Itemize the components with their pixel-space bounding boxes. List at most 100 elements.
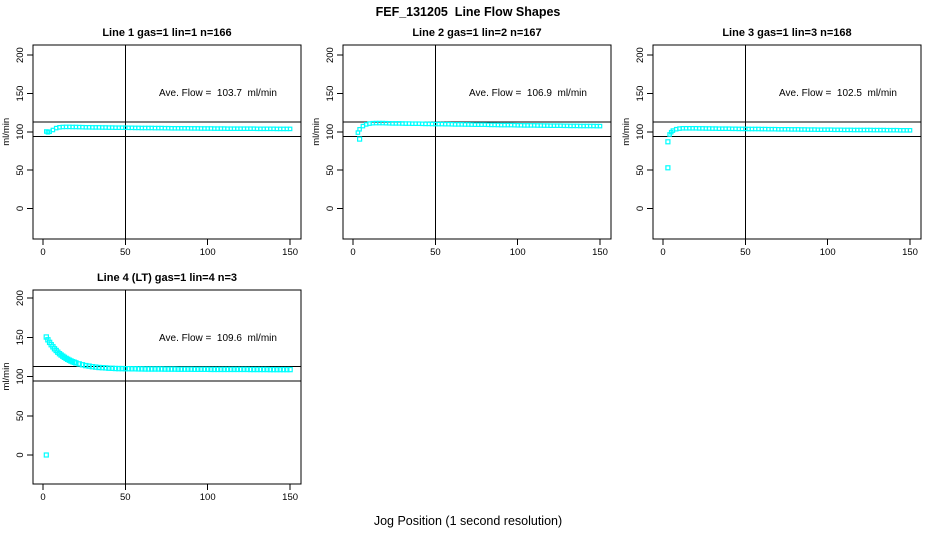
y-tick-label: 100 — [325, 124, 336, 140]
y-tick-label: 200 — [15, 47, 26, 63]
data-point — [96, 364, 102, 371]
data-point — [178, 366, 184, 372]
data-point — [122, 366, 128, 372]
data-point — [261, 366, 267, 373]
data-point — [251, 366, 257, 373]
data-point — [116, 365, 122, 372]
plot-box — [32, 289, 302, 485]
data-points — [43, 124, 293, 135]
data-point — [119, 365, 125, 372]
panel-2-plot: 0 50 100 150 200 0 50 100 150 ml/min — [311, 44, 612, 258]
y-tick-label: 150 — [325, 86, 336, 102]
panel-4-plot: 0 50 100 150 200 0 50 100 150 ml/min — [1, 289, 302, 503]
y-tick-label: 200 — [325, 47, 336, 63]
y-axis-unit-label: ml/min — [1, 363, 12, 391]
panel-2-title: Line 2 gas=1 lin=2 n=167 — [412, 27, 542, 39]
data-point — [139, 366, 145, 372]
x-tick-label: 100 — [200, 247, 216, 258]
data-point — [221, 366, 227, 373]
data-point — [267, 366, 274, 373]
x-tick-label: 100 — [820, 247, 836, 258]
x-tick-label: 0 — [40, 247, 45, 258]
data-point — [241, 366, 247, 373]
x-tick-label: 50 — [120, 247, 131, 258]
data-point — [257, 366, 264, 373]
data-point — [195, 366, 201, 373]
data-point — [280, 366, 287, 373]
panel-3-ave-flow-annotation: Ave. Flow = 102.5 ml/min — [779, 88, 897, 99]
x-tick-label: 150 — [902, 247, 918, 258]
plot-box — [342, 44, 612, 240]
data-point — [214, 366, 221, 373]
data-point — [168, 366, 175, 372]
panel-1-ave-flow-annotation: Ave. Flow = 103.7 ml/min — [159, 88, 277, 99]
panel-4-ave-flow-annotation: Ave. Flow = 109.6 ml/min — [159, 333, 277, 344]
data-point — [224, 366, 231, 373]
y-tick-label: 50 — [325, 165, 336, 176]
data-point — [112, 365, 119, 372]
y-tick-label: 0 — [325, 206, 336, 211]
data-point — [205, 366, 211, 373]
data-point — [109, 365, 115, 372]
data-points — [43, 334, 293, 458]
x-axis-label: Jog Position (1 second resolution) — [373, 514, 563, 528]
data-point — [152, 366, 158, 372]
data-point — [83, 362, 89, 369]
x-tick-label: 0 — [40, 492, 45, 503]
figure-title: FEF_131205 Line Flow Shapes — [375, 5, 561, 19]
y-tick-label: 150 — [15, 86, 26, 102]
data-point — [132, 366, 138, 372]
data-point — [142, 366, 148, 372]
data-point — [247, 366, 254, 373]
data-point — [597, 123, 603, 129]
data-point — [287, 126, 293, 132]
y-tick-label: 0 — [15, 206, 26, 211]
data-point — [175, 366, 181, 372]
outlier-point — [357, 136, 363, 142]
x-tick-label: 0 — [350, 247, 355, 258]
data-points — [665, 125, 913, 171]
data-point — [86, 363, 92, 369]
y-tick-label: 150 — [635, 86, 646, 102]
x-tick-label: 50 — [120, 492, 131, 503]
data-point — [254, 366, 260, 373]
outlier-point — [43, 452, 49, 458]
data-point — [158, 366, 165, 372]
y-tick-label: 50 — [635, 165, 646, 176]
data-point — [145, 366, 152, 372]
y-tick-label: 50 — [15, 411, 26, 422]
data-point — [165, 366, 171, 372]
data-point — [237, 366, 244, 373]
data-point — [270, 366, 277, 373]
panel-3-plot: 0 50 100 150 200 0 50 100 150 ml/min — [621, 44, 922, 258]
plot-box — [652, 44, 922, 240]
data-point — [284, 366, 290, 373]
x-tick-label: 100 — [200, 492, 216, 503]
data-point — [231, 366, 237, 373]
data-point — [198, 366, 204, 373]
data-point — [99, 365, 105, 371]
data-point — [188, 366, 194, 372]
data-point — [125, 366, 132, 372]
y-axis-unit-label: ml/min — [311, 118, 322, 146]
data-point — [89, 364, 96, 370]
x-tick-label: 50 — [740, 247, 751, 258]
x-tick-label: 150 — [282, 247, 298, 258]
plot-box — [32, 44, 302, 240]
data-point — [277, 366, 283, 373]
data-point — [172, 366, 178, 372]
data-point — [181, 366, 188, 372]
panel-1-plot: 0 50 100 150 200 0 50 100 150 ml/min — [1, 44, 302, 258]
data-point — [92, 364, 99, 370]
data-point — [234, 366, 240, 373]
data-point — [244, 366, 250, 373]
data-point — [191, 366, 198, 373]
x-tick-label: 150 — [282, 492, 298, 503]
y-tick-label: 100 — [15, 124, 26, 140]
data-point — [208, 366, 214, 373]
data-point — [79, 362, 86, 368]
data-point — [73, 360, 79, 366]
x-tick-label: 50 — [430, 247, 441, 258]
y-tick-label: 0 — [635, 206, 646, 211]
